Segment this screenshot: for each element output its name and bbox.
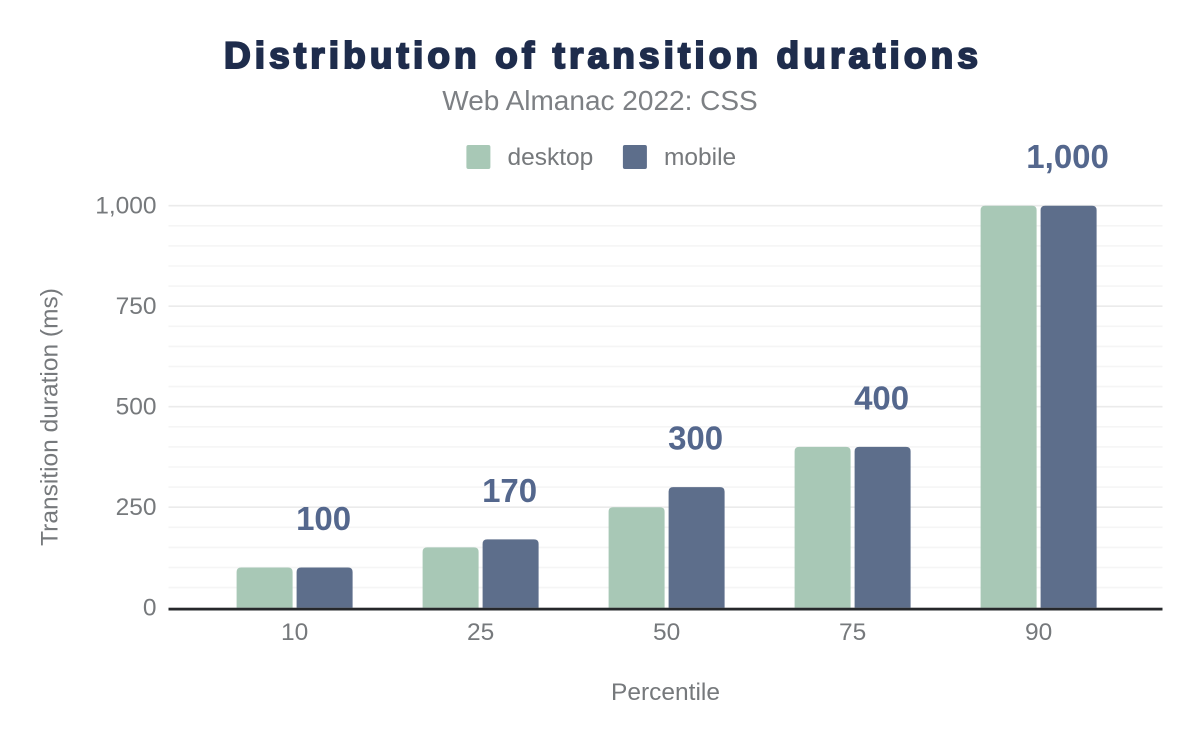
svg-text:Transition duration (ms): Transition duration (ms)	[37, 288, 64, 546]
svg-text:170: 170	[482, 472, 537, 509]
svg-text:100: 100	[296, 500, 351, 537]
svg-text:mobile: mobile	[664, 144, 736, 171]
svg-text:90: 90	[1025, 619, 1052, 646]
svg-text:500: 500	[116, 394, 157, 421]
svg-text:Web Almanac 2022: CSS: Web Almanac 2022: CSS	[442, 85, 757, 116]
svg-text:250: 250	[116, 494, 157, 521]
svg-text:1,000: 1,000	[1026, 138, 1109, 175]
svg-text:50: 50	[653, 619, 680, 646]
svg-text:300: 300	[668, 420, 723, 457]
svg-text:75: 75	[839, 619, 866, 646]
svg-text:25: 25	[467, 619, 494, 646]
svg-text:750: 750	[116, 293, 157, 320]
svg-text:0: 0	[143, 595, 157, 622]
svg-text:400: 400	[854, 379, 909, 416]
svg-text:Percentile: Percentile	[611, 679, 720, 706]
svg-text:desktop: desktop	[508, 144, 594, 171]
svg-text:10: 10	[281, 619, 308, 646]
svg-text:Distribution of transition dur: Distribution of transition durations	[224, 35, 982, 76]
svg-text:1,000: 1,000	[95, 193, 156, 220]
